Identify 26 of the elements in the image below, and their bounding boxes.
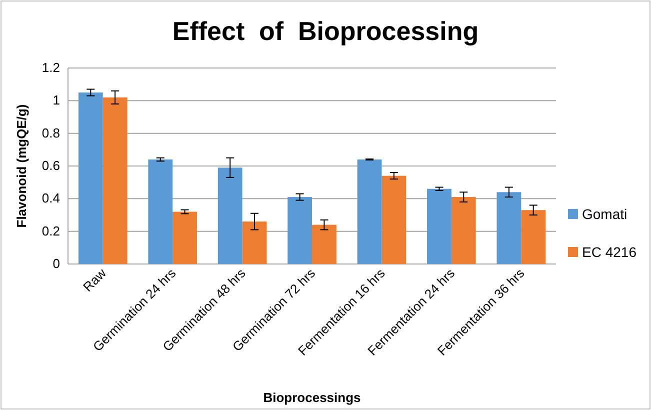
bar [357,159,382,264]
legend-label: Gomati [582,206,628,222]
y-tick-label: 0.4 [42,190,60,206]
bar [496,192,522,264]
bar [521,210,546,264]
y-tick-label: 1.2 [42,60,60,75]
y-tick-label: 0.6 [42,158,60,173]
bar [172,212,197,264]
bar [78,92,103,264]
chart-title: Effect of Bioprocessing [172,16,479,46]
y-tick-label: 0.8 [42,125,60,140]
bar [242,222,267,264]
bar [148,159,173,264]
y-tick-label: 0.2 [42,223,60,238]
x-axis-title: Bioprocessings [263,390,361,405]
y-tick-label: 1 [52,92,60,108]
y-tick-label: 0 [52,256,60,271]
bar [288,197,312,264]
y-axis-title: Flavonoid (mgQE/g) [14,104,29,228]
bar [382,176,406,264]
bar [102,97,128,264]
bar [427,188,452,264]
legend-label: EC 4216 [582,244,637,260]
bar [218,168,242,264]
bar [312,224,336,264]
bar [451,197,476,264]
